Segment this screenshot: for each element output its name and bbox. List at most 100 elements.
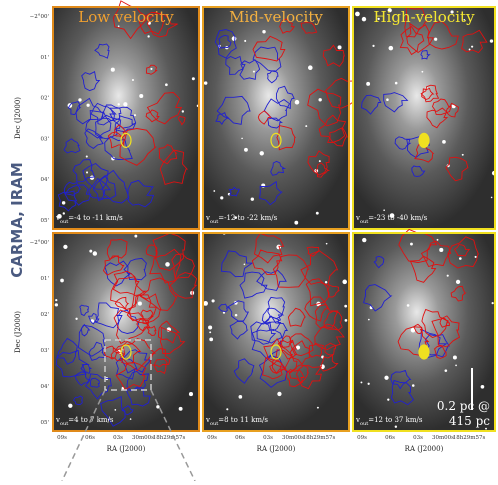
zoom-line bbox=[150, 389, 196, 482]
star bbox=[474, 255, 477, 258]
star bbox=[421, 70, 424, 73]
star bbox=[386, 98, 389, 101]
star bbox=[139, 93, 144, 99]
star bbox=[259, 151, 264, 156]
blue-contour bbox=[92, 175, 117, 201]
y-axis-label: Dec (J2000) bbox=[14, 97, 22, 139]
star bbox=[480, 384, 485, 389]
red-contour bbox=[149, 248, 182, 284]
x-tick-label: 18h29m57s bbox=[153, 435, 186, 441]
red-contour bbox=[431, 98, 452, 116]
star bbox=[489, 39, 494, 43]
blue-contour bbox=[394, 136, 412, 150]
x-tick-label: 06s bbox=[235, 435, 245, 441]
velocity-part: v bbox=[205, 416, 210, 424]
star bbox=[410, 242, 413, 246]
blue-contour bbox=[127, 179, 155, 208]
star bbox=[137, 301, 142, 306]
velocity-part: =12 to 37 km/s bbox=[368, 416, 423, 424]
red-contour bbox=[453, 244, 471, 257]
star bbox=[316, 406, 319, 409]
red-contour bbox=[146, 13, 178, 38]
star bbox=[344, 304, 348, 308]
star bbox=[305, 125, 308, 128]
blue-contour bbox=[214, 29, 237, 59]
velocity-label: vout=8 to 11 km/s bbox=[205, 416, 268, 427]
blue-contour bbox=[74, 371, 90, 386]
velocity-part: v bbox=[355, 214, 360, 222]
star bbox=[61, 201, 66, 205]
star bbox=[209, 331, 212, 334]
blue-contour bbox=[239, 271, 268, 299]
velocity-part: v bbox=[205, 214, 210, 222]
red-contour bbox=[323, 310, 343, 331]
star bbox=[181, 110, 185, 113]
star bbox=[318, 98, 322, 102]
red-contour bbox=[178, 115, 186, 126]
star bbox=[129, 418, 132, 420]
red-contour bbox=[145, 64, 158, 75]
star bbox=[324, 281, 328, 284]
blue-contour bbox=[102, 104, 122, 122]
blue-contour bbox=[84, 373, 112, 400]
star bbox=[344, 319, 348, 322]
blue-contour bbox=[104, 260, 133, 287]
red-contour bbox=[113, 309, 151, 345]
star bbox=[244, 147, 248, 152]
blue-contour bbox=[215, 112, 230, 125]
star bbox=[89, 175, 95, 180]
red-contour bbox=[427, 20, 459, 50]
star bbox=[455, 364, 457, 367]
blue-contour bbox=[259, 180, 283, 206]
blue-contour bbox=[263, 98, 291, 122]
panel-image bbox=[202, 232, 350, 432]
x-tick-label: 03s bbox=[413, 435, 423, 441]
y-axis-label: Dec (J2000) bbox=[14, 311, 22, 353]
yellow-contour bbox=[270, 132, 282, 148]
x-tick-label: 06s bbox=[385, 435, 395, 441]
star bbox=[377, 17, 380, 20]
red-contour bbox=[136, 318, 149, 332]
star bbox=[222, 311, 226, 314]
star bbox=[85, 155, 88, 158]
red-contour bbox=[420, 240, 452, 268]
blue-contour bbox=[123, 257, 147, 281]
blue-contour bbox=[120, 349, 152, 374]
star bbox=[295, 345, 301, 350]
star bbox=[114, 409, 117, 411]
star bbox=[92, 251, 98, 256]
blue-contour bbox=[94, 43, 110, 59]
scale-label: 415 pc bbox=[449, 414, 490, 428]
star bbox=[342, 279, 347, 285]
red-contour bbox=[251, 249, 283, 275]
x-axis-label: RA (J2000) bbox=[107, 445, 146, 453]
star bbox=[86, 103, 90, 107]
blue-contour bbox=[363, 284, 393, 312]
red-contour bbox=[447, 236, 480, 269]
red-contour bbox=[169, 272, 198, 299]
star bbox=[165, 83, 168, 87]
star bbox=[372, 44, 375, 48]
blue-contour bbox=[82, 162, 109, 190]
blue-contour bbox=[411, 165, 426, 177]
red-contour bbox=[305, 278, 330, 307]
star bbox=[156, 405, 160, 409]
red-contour bbox=[431, 315, 461, 348]
star bbox=[411, 384, 415, 387]
yellow-contour bbox=[418, 344, 430, 360]
blue-contour bbox=[125, 386, 151, 407]
velocity-part: out bbox=[210, 421, 218, 427]
red-contour bbox=[300, 22, 318, 34]
red-contour bbox=[126, 294, 157, 322]
x-tick-label: 18h29m57s bbox=[453, 435, 486, 441]
star bbox=[62, 212, 65, 215]
red-contour bbox=[295, 365, 323, 390]
red-contour bbox=[257, 110, 272, 125]
x-tick-label: 30m00s bbox=[432, 435, 454, 441]
red-contour bbox=[409, 255, 437, 283]
star bbox=[366, 81, 371, 86]
red-contour bbox=[158, 144, 178, 165]
x-tick-label: 03s bbox=[113, 435, 123, 441]
red-contour bbox=[319, 354, 339, 372]
velocity-label: vout=-4 to -11 km/s bbox=[55, 214, 123, 225]
